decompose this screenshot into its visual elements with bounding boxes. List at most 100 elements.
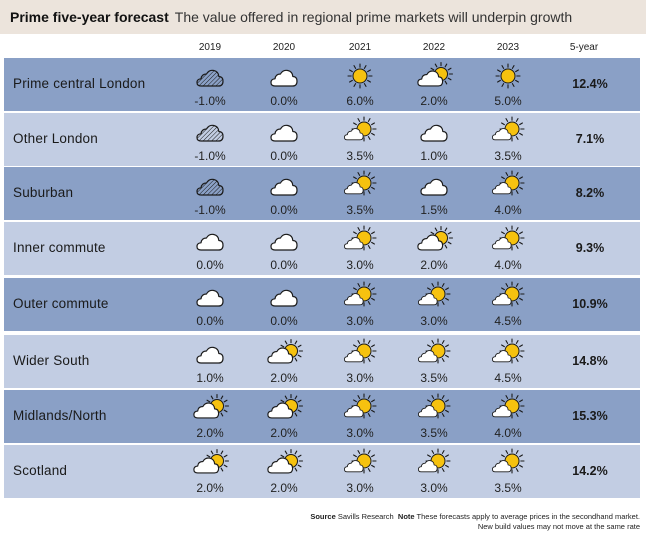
forecast-cell: 3.0% (330, 445, 390, 498)
forecast-cell: 2.0% (404, 58, 464, 111)
forecast-cell: 2.0% (180, 390, 240, 443)
cloud-icon (196, 346, 224, 364)
forecast-cell: 0.0% (254, 167, 314, 220)
forecast-cell: 0.0% (254, 222, 314, 275)
five-year-value: 14.2% (572, 464, 608, 478)
source-note: Source Savills Research Note These forec… (310, 512, 640, 532)
forecast-cell: 2.0% (254, 445, 314, 498)
chart-subtitle: The value offered in regional prime mark… (174, 9, 573, 25)
forecast-value: 0.0% (196, 258, 224, 272)
note-label: Note (397, 512, 415, 521)
forecast-value: 5.0% (494, 94, 522, 108)
forecast-value: 3.0% (346, 258, 374, 272)
forecast-value: 0.0% (270, 94, 298, 108)
cloud-icon (270, 178, 298, 196)
forecast-cell: 2.0% (180, 445, 240, 498)
table-row: Midlands/North 2.0% 2.0% 3.0% 3.5% 4.0% 15.3% (4, 390, 640, 443)
forecast-cell: 4.0% (478, 222, 538, 275)
sun-with-cloud-icon (344, 225, 377, 251)
row-label: Prime central London (13, 76, 146, 91)
cloud-icon (196, 233, 224, 251)
five-year-value: 9.3% (575, 241, 605, 255)
sun-with-cloud-icon (492, 116, 525, 142)
forecast-value: 2.0% (270, 481, 298, 495)
forecast-value: 3.5% (494, 481, 522, 495)
forecast-cell: 4.0% (478, 390, 538, 443)
forecast-cell: 6.0% (330, 58, 390, 111)
sun-with-cloud-icon (492, 170, 525, 196)
cloud-icon (420, 124, 448, 142)
forecast-value: 2.0% (420, 258, 448, 272)
forecast-cell: 0.0% (254, 278, 314, 331)
sun-with-cloud-icon (344, 393, 377, 419)
sun-with-cloud-icon (344, 448, 377, 474)
sun-icon (495, 63, 521, 89)
table-row: Inner commute 0.0% 0.0% 3.0% 2.0% 4.0% 9.3% (4, 222, 640, 275)
forecast-cell: 3.5% (478, 445, 538, 498)
forecast-cell: -1.0% (180, 113, 240, 166)
forecast-cell: 3.0% (404, 278, 464, 331)
forecast-value: 3.0% (346, 371, 374, 385)
forecast-cell: 0.0% (254, 113, 314, 166)
row-label: Other London (13, 131, 98, 146)
forecast-value: 2.0% (420, 94, 448, 108)
forecast-value: 0.0% (270, 203, 298, 217)
forecast-value: 0.0% (196, 314, 224, 328)
sun-behind-cloud-icon (417, 225, 454, 251)
cloud-icon (270, 69, 298, 87)
forecast-value: 4.0% (494, 203, 522, 217)
cloud-icon (420, 178, 448, 196)
forecast-cell: 3.0% (330, 278, 390, 331)
five-year-value: 10.9% (572, 297, 608, 311)
forecast-cell: 3.5% (330, 113, 390, 166)
sun-with-cloud-icon (418, 338, 451, 364)
five-year-value: 12.4% (572, 77, 608, 91)
row-label: Scotland (13, 463, 68, 478)
forecast-value: 4.0% (494, 258, 522, 272)
forecast-cell: 0.0% (180, 278, 240, 331)
forecast-value: 0.0% (270, 314, 298, 328)
forecast-value: 3.0% (346, 426, 374, 440)
sun-with-cloud-icon (492, 338, 525, 364)
cloud-icon (270, 233, 298, 251)
forecast-value: 3.0% (346, 314, 374, 328)
forecast-cell: -1.0% (180, 58, 240, 111)
rain-cloud-icon (196, 178, 224, 196)
sun-behind-cloud-icon (417, 61, 454, 87)
column-header-2021: 2021 (348, 42, 372, 53)
forecast-cell: 2.0% (404, 222, 464, 275)
forecast-value: 3.0% (420, 481, 448, 495)
row-label: Suburban (13, 185, 74, 200)
note-text: These forecasts apply to average prices … (416, 512, 640, 531)
column-header-5-year: 5-year (569, 42, 599, 53)
sun-behind-cloud-icon (267, 338, 304, 364)
rain-cloud-icon (196, 124, 224, 142)
sun-with-cloud-icon (344, 281, 377, 307)
forecast-value: 3.5% (420, 426, 448, 440)
forecast-cell: 3.0% (330, 390, 390, 443)
forecast-value: 1.5% (420, 203, 448, 217)
table-row: Scotland 2.0% 2.0% 3.0% 3.0% 3.5% 14.2% (4, 445, 640, 498)
forecast-value: 2.0% (270, 371, 298, 385)
sun-icon (347, 63, 373, 89)
forecast-value: 0.0% (270, 149, 298, 163)
forecast-value: 3.5% (346, 149, 374, 163)
forecast-value: 4.5% (494, 371, 522, 385)
forecast-value: 2.0% (196, 426, 224, 440)
sun-behind-cloud-icon (193, 393, 230, 419)
cloud-icon (270, 124, 298, 142)
sun-with-cloud-icon (418, 448, 451, 474)
five-year-value: 7.1% (575, 132, 605, 146)
column-header-2022: 2022 (422, 42, 446, 53)
forecast-value: 3.5% (346, 203, 374, 217)
sun-behind-cloud-icon (267, 393, 304, 419)
row-label: Wider South (13, 353, 90, 368)
forecast-cell: 4.5% (478, 335, 538, 388)
forecast-value: 1.0% (196, 371, 224, 385)
table-row: Wider South 1.0% 2.0% 3.0% 3.5% 4.5% 14.8% (4, 335, 640, 388)
source-label: Source (310, 512, 336, 521)
forecast-value: 3.0% (420, 314, 448, 328)
forecast-cell: 1.5% (404, 167, 464, 220)
forecast-cell: 2.0% (254, 390, 314, 443)
forecast-value: 0.0% (270, 258, 298, 272)
